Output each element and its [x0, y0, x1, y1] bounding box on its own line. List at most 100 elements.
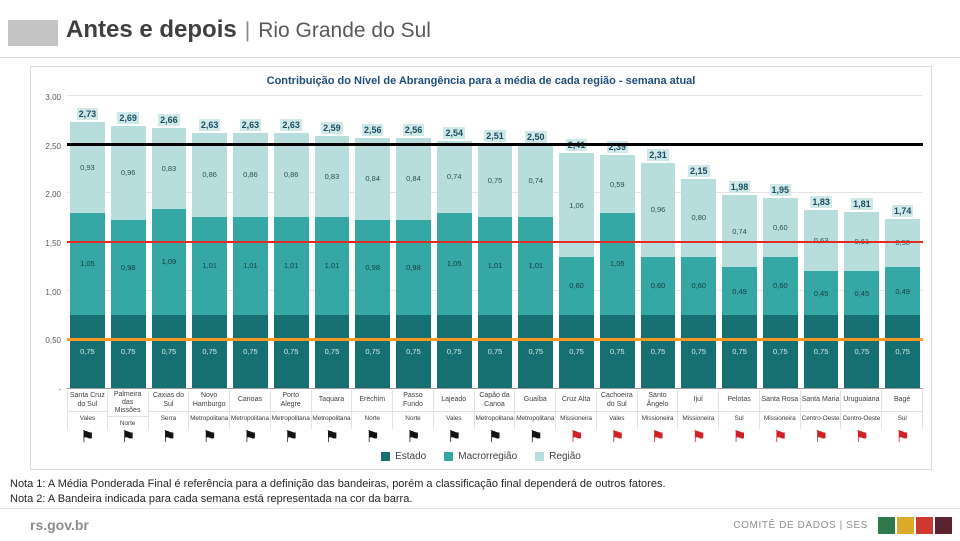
bar-column: 2,15 0,80 0,60 0,75	[678, 164, 719, 388]
legend-swatch-estado	[381, 452, 391, 461]
title-separator: |	[244, 19, 251, 42]
category-cell: Guaíba Metropolitana	[515, 390, 557, 430]
category-macro-label: Metropolitana	[230, 414, 269, 422]
category-macro-label: Norte	[364, 414, 381, 422]
bar-total-label: 2,50	[524, 130, 547, 143]
category-macro-label: Missioneira	[682, 414, 715, 422]
segment-estado: 0,75	[803, 315, 839, 388]
flag-row: ⚑ ⚑ ⚑ ⚑ ⚑ ⚑ ⚑ ⚑ ⚑ ⚑ ⚑ ⚑ ⚑ ⚑ ⚑ ⚑ ⚑ ⚑ ⚑ ⚑ ⚑	[67, 427, 923, 449]
bar-column: 1,740,500,490,75	[882, 204, 923, 388]
black-flag-icon: ⚑	[243, 429, 258, 446]
legend: Estado Macrorregião Região	[31, 451, 931, 462]
category-macro-label: Missioneira	[560, 414, 592, 422]
bar-column: 2,39 0,59 1,05 0,75	[597, 141, 638, 388]
y-tick-label: 0,50	[45, 336, 61, 346]
bandeira-color-squares	[878, 516, 952, 534]
segment-regiao: 0,74	[722, 195, 757, 268]
black-flag-icon: ⚑	[80, 429, 95, 446]
bar-column: 2,66 0,83 1,09 0,75	[149, 114, 190, 388]
category-macro-label: Metropolitana	[475, 414, 514, 422]
category-cell: Bagé Sul	[882, 390, 923, 430]
bar-stack: 0,93 1,05 0,75	[70, 122, 105, 388]
segment-macrorregiao: 0,98	[110, 219, 146, 315]
segment-macrorregiao: 0,60	[762, 256, 798, 315]
segment-macrorregiao: 1,05	[599, 212, 635, 315]
category-city-label: Uruguaiana	[841, 390, 882, 412]
category-city-label: Canoas	[230, 390, 270, 412]
note-2: Nota 2: A Bandeira indicada para cada se…	[10, 492, 413, 505]
black-flag-icon: ⚑	[528, 429, 543, 446]
black-flag-icon: ⚑	[161, 429, 177, 446]
bar-stack: 0,74 1,05 0,75	[436, 140, 472, 388]
y-tick-label: 1,50	[45, 239, 61, 248]
category-macro-label: Centro-Oeste	[842, 414, 881, 422]
segment-estado: 0,75	[436, 315, 472, 388]
category-city-label: Palmeira das Missões	[107, 390, 148, 418]
red-flag-icon: ⚑	[895, 429, 910, 446]
segment-estado: 0,75	[192, 315, 228, 388]
segment-macrorregiao: 0,60	[681, 256, 717, 315]
bar-total-label: 2,73	[76, 108, 99, 121]
notes: Nota 1: A Média Ponderada Final é referê…	[10, 477, 666, 507]
bar-column: 1,95 0,60 0,60 0,75	[760, 184, 801, 388]
segment-estado: 0,75	[844, 315, 880, 388]
category-cell: Taquara Metropolitana	[311, 390, 353, 430]
segment-macrorregiao: 0,98	[355, 219, 391, 315]
bar-column: 2,51 0,75 1,01 0,75	[475, 129, 516, 388]
bars: 2,73 0,93 1,05 0,75 2,69 0,96 0,98 0,75 2,66 0,83…	[67, 97, 923, 388]
segment-macrorregiao: 1,01	[192, 216, 228, 315]
segment-estado: 0,75	[110, 315, 146, 388]
category-cell: Cachoeira do Sul Vales	[596, 390, 638, 430]
category-city-label: Santa Maria	[800, 390, 841, 412]
reference-line	[67, 241, 923, 243]
black-flag-icon: ⚑	[284, 429, 299, 446]
segment-estado: 0,75	[599, 315, 635, 388]
footer-site-label: rs.gov.br	[30, 517, 89, 533]
header-divider	[0, 57, 960, 58]
category-cell: Novo Hamburgo Metropolitana	[189, 390, 231, 430]
category-cell: Santa Cruz do Sul Vales	[67, 390, 108, 430]
bar-column: 2,63 0,86 1,01 0,75	[189, 119, 230, 388]
reference-line	[67, 143, 923, 147]
category-cell: Caxias do Sul Serra	[148, 390, 190, 430]
category-city-label: Lajeado	[433, 390, 474, 412]
segment-regiao: 0,93	[70, 122, 105, 213]
bar-total-label: 2,54	[443, 126, 465, 139]
category-macro-label: Serra	[160, 414, 177, 422]
category-city-label: Porto Alegre	[270, 390, 311, 412]
red-flag-icon: ⚑	[732, 429, 747, 446]
segment-macrorregiao: 1,01	[518, 216, 554, 315]
bar-stack: 0,86 1,01 0,75	[273, 133, 309, 388]
segment-regiao: 0,86	[192, 133, 228, 217]
segment-regiao: 0,83	[151, 128, 187, 209]
bar-stack: 0,86 1,01 0,75	[192, 133, 228, 388]
category-city-label: Capão da Canoa	[474, 390, 515, 412]
bar-total-label: 2,31	[647, 149, 669, 162]
segment-regiao: 0,83	[314, 135, 350, 217]
y-tick-label: 2,50	[45, 141, 61, 151]
segment-estado: 0,75	[722, 315, 757, 388]
bar-total-label: 1,81	[851, 197, 873, 210]
bar-total-label: 2,56	[361, 123, 384, 136]
category-city-label: Santo Ângelo	[637, 390, 678, 412]
bar-total-label: 2,66	[158, 114, 180, 127]
category-city-label: Santa Cruz do Sul	[68, 390, 107, 412]
segment-macrorregiao: 1,01	[233, 216, 268, 315]
bar-stack: 0,84 0,98 0,75	[396, 137, 431, 388]
header-title: Antes e depois | Rio Grande do Sul	[66, 16, 431, 44]
bar-total-label: 1,83	[810, 195, 832, 208]
category-cell: Erechim Norte	[352, 390, 394, 430]
category-city-label: Guaíba	[515, 390, 556, 412]
header-accent-block	[8, 20, 58, 46]
segment-regiao: 0,63	[803, 209, 839, 272]
segment-macrorregiao: 1,05	[70, 212, 105, 315]
segment-macrorregiao: 1,01	[477, 216, 513, 315]
segment-regiao: 1,06	[559, 153, 594, 257]
red-flag-icon: ⚑	[854, 429, 870, 446]
segment-macrorregiao: 0,98	[396, 219, 431, 315]
category-city-label: Cachoeira do Sul	[596, 390, 637, 412]
bar-stack: 0,630,450,75	[803, 209, 839, 388]
segment-estado: 0,75	[70, 315, 105, 388]
segment-macrorregiao: 1,09	[151, 208, 187, 315]
